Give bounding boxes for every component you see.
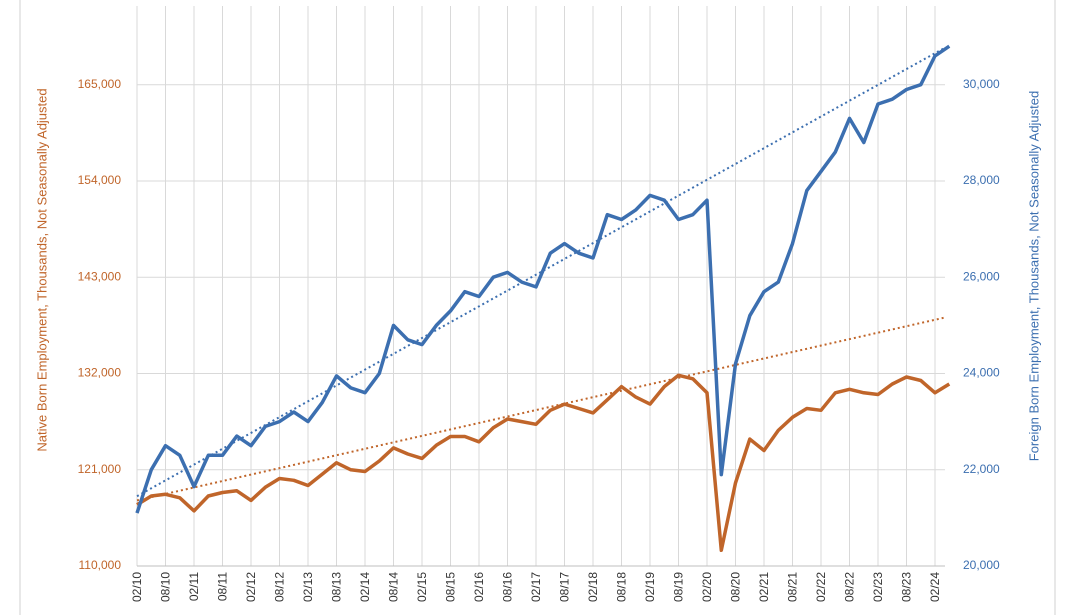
x-tick-label: 08/21: [786, 572, 800, 602]
x-tick-label: 02/24: [928, 572, 942, 602]
y2-tick-label: 20,000: [963, 558, 1000, 572]
y-tick-label: 110,000: [79, 558, 122, 572]
x-tick-label: 02/16: [472, 572, 486, 602]
x-tick-label: 02/18: [586, 572, 600, 602]
x-tick-label: 02/20: [700, 572, 714, 602]
x-tick-label: 08/12: [273, 572, 287, 602]
y-tick-label: 154,000: [78, 173, 122, 187]
x-tick-label: 02/11: [187, 572, 201, 601]
x-tick-label: 02/13: [301, 572, 315, 602]
y-tick-label: 121,000: [78, 462, 122, 476]
x-tick-label: 08/18: [615, 572, 629, 602]
x-tick-label: 08/14: [387, 572, 401, 602]
x-tick-label: 02/14: [358, 572, 372, 602]
y2-axis-title: Foreign Born Employment, Thousands, Not …: [1026, 91, 1041, 461]
x-tick-label: 02/10: [130, 572, 144, 602]
x-tick-label: 08/11: [216, 572, 230, 601]
x-tick-label: 08/23: [900, 572, 914, 602]
x-tick-label: 02/19: [643, 572, 657, 602]
x-tick-label: 08/15: [444, 572, 458, 602]
y2-tick-label: 26,000: [963, 269, 1000, 283]
x-tick-label: 08/19: [672, 572, 686, 602]
x-tick-label: 02/22: [814, 572, 828, 602]
trend-line: [136, 316, 946, 502]
y2-tick-label: 28,000: [963, 173, 1000, 187]
x-tick-label: 08/10: [159, 572, 173, 602]
x-tick-label: 08/17: [558, 572, 572, 602]
x-tick-label: 02/21: [757, 572, 771, 602]
x-tick-label: 02/12: [244, 572, 258, 602]
x-tick-label: 02/17: [529, 572, 543, 602]
y2-tick-label: 30,000: [963, 77, 1000, 91]
y2-tick-label: 24,000: [963, 366, 1000, 380]
y-tick-label: 165,000: [78, 77, 122, 91]
y-axis-title: Native Born Employment, Thousands, Not S…: [34, 88, 49, 451]
x-tick-label: 08/20: [729, 572, 743, 602]
x-tick-label: 08/13: [330, 572, 344, 602]
x-tick-label: 08/22: [843, 572, 857, 602]
x-tick-label: 02/23: [871, 572, 885, 602]
series-line: [136, 373, 951, 553]
y-tick-label: 143,000: [78, 269, 122, 283]
trend-line: [136, 46, 946, 498]
x-tick-label: 02/15: [415, 572, 429, 602]
series-line: [135, 44, 951, 514]
y2-tick-label: 22,000: [963, 462, 1000, 476]
y-tick-label: 132,000: [78, 366, 122, 380]
x-tick-label: 08/16: [501, 572, 515, 602]
